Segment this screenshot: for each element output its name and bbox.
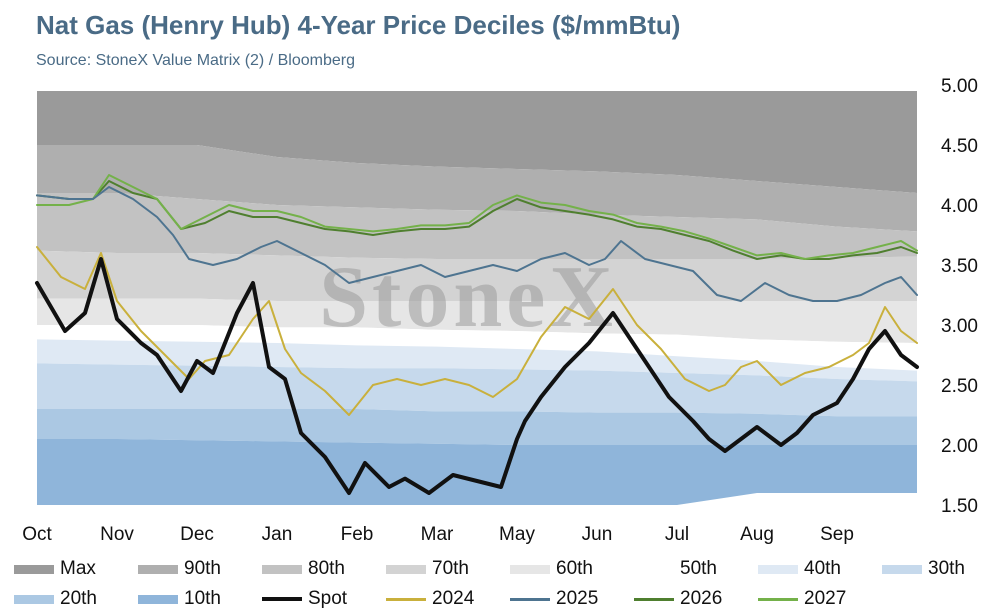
legend-item-2026: 2026 [634,587,722,611]
y-tick-label: 3.00 [941,316,978,337]
legend-label: Max [60,558,96,579]
series-line-spot [35,257,919,495]
x-axis: Oct Nov Dec Jan Feb Mar May Jun Jul Aug Sep [22,524,854,545]
legend-label: 20th [60,588,97,609]
legend-label: 90th [184,558,221,579]
legend-swatch [634,597,674,601]
chart-subtitle: Source: StoneX Value Matrix (2) / Bloomb… [36,52,355,69]
band-70th [37,250,917,301]
series-line-2025 [36,186,918,302]
stonex-watermark: StoneX [319,249,617,346]
legend-label: 2024 [432,588,475,609]
legend-swatch [634,564,674,574]
x-tick-label: Feb [341,524,374,545]
x-tick-label: Sep [820,524,854,545]
series-line-2024 [36,246,918,416]
legend-swatch [758,597,798,601]
x-tick-label: Jan [262,524,293,545]
legend-item-90th: 90th [138,557,221,581]
legend-item-max: Max [14,557,96,581]
legend-label: 10th [184,588,221,609]
x-tick-label: Jun [582,524,613,545]
x-tick-label: Jul [665,524,689,545]
legend-label: 60th [556,558,593,579]
legend-swatch [138,564,178,574]
legend-label: Spot [308,588,348,609]
legend-swatch [14,594,54,604]
legend-swatch [262,597,302,601]
legend-item-spot: Spot [262,587,347,611]
x-tick-label: Aug [740,524,774,545]
legend-swatch [262,564,302,574]
legend-item-20th: 20th [14,587,97,611]
x-tick-label: Dec [180,524,214,545]
legend-label: 80th [308,558,345,579]
y-tick-label: 3.50 [941,256,978,277]
legend-swatch [386,564,426,574]
legend-label: 50th [680,558,717,579]
series-line-2027 [36,174,918,260]
y-tick-label: 2.00 [941,436,978,457]
legend-label: 70th [432,558,469,579]
y-tick-label: 1.50 [941,496,978,517]
legend-item-10th: 10th [138,587,221,611]
band-50th [37,325,917,371]
legend-item-80th: 80th [262,557,345,581]
x-tick-label: Mar [421,524,454,545]
legend-swatch [510,597,550,601]
legend-swatch [882,564,922,574]
band-90th [37,145,917,232]
legend-swatch [510,564,550,574]
y-tick-label: 4.50 [941,136,978,157]
legend-item-2024: 2024 [386,587,474,611]
x-tick-label: May [499,524,535,545]
band-80th [37,193,917,259]
y-tick-label: 2.50 [941,376,978,397]
legend-label: 30th [928,558,965,579]
legend-swatch [758,564,798,574]
series-lines [35,174,919,495]
legend-item-30th: 30th [882,557,965,581]
legend: Max 90th 80th 70th 60th 50th 40th 30th 20th 10th S… [14,557,989,614]
y-tick-label: 4.00 [941,196,978,217]
legend-label: 2027 [804,588,847,609]
x-tick-label: Nov [100,524,134,545]
legend-item-40th: 40th [758,557,841,581]
legend-swatch [386,597,426,601]
legend-swatch [14,564,54,574]
legend-label: 2025 [556,588,599,609]
legend-item-50th: 50th [634,557,717,581]
legend-item-2027: 2027 [758,587,846,611]
legend-item-2025: 2025 [510,587,598,611]
x-tick-label: Oct [22,524,52,545]
y-axis: 5.00 4.50 4.00 3.50 3.00 2.50 2.00 1.50 [941,76,978,517]
band-40th [37,339,917,382]
chart-title: Nat Gas (Henry Hub) 4-Year Price Deciles… [36,10,681,40]
band-10th [37,439,917,505]
legend-label: 2026 [680,588,723,609]
decile-chart: StoneX 5.004.504.003.503.002.502.001.50 … [22,76,978,545]
legend-item-70th: 70th [386,557,469,581]
y-tick-label: 5.00 [941,76,978,97]
band-max [37,91,917,193]
legend-label: 40th [804,558,841,579]
legend-swatch [138,594,178,604]
legend-item-60th: 60th [510,557,593,581]
band-20th [37,409,917,445]
